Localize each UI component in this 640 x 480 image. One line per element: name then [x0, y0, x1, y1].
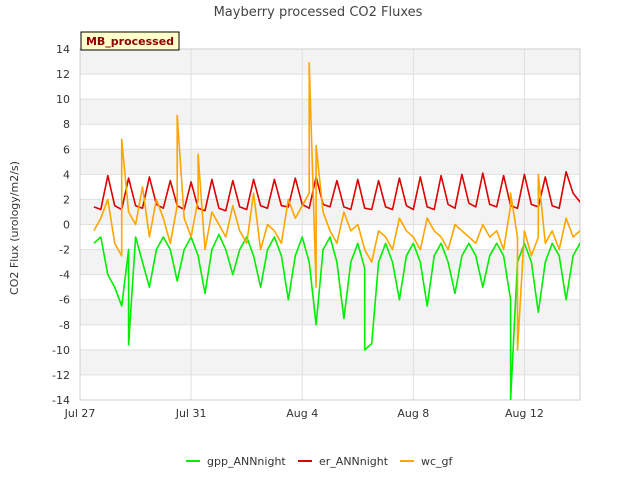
x-tick-label: Aug 12: [505, 407, 544, 420]
plot-frame: [79, 48, 581, 401]
y-tick-label: 6: [63, 143, 70, 156]
y-tick-label: -2: [59, 244, 70, 257]
x-tick-label: Jul 27: [64, 407, 96, 420]
badge: MB_processed: [80, 31, 180, 51]
badge-box: [80, 31, 180, 51]
y-tick-label: 0: [63, 219, 70, 232]
legend-label: gpp_ANNnight: [207, 455, 286, 468]
plot-band: [80, 249, 580, 275]
y-axis: -14 -12 -10 -8 -6 -4 -2 0 2 4 6 8 10 12 14: [52, 43, 70, 407]
plot-band: [80, 174, 580, 200]
y-tick-label: 2: [63, 193, 70, 206]
badge-label: MB_processed: [86, 35, 174, 48]
chart-title: Mayberry processed CO2 Fluxes: [214, 5, 423, 20]
x-tick-label: Aug 4: [286, 407, 318, 420]
plot-area: [80, 49, 580, 400]
y-tick-label: 14: [56, 43, 70, 56]
y-tick-label: -14: [52, 394, 70, 407]
plot-band: [80, 74, 580, 100]
legend-label: wc_gf: [421, 455, 454, 468]
plot-band: [80, 149, 580, 175]
y-axis-label: CO2 Flux (urology/m2/s): [8, 161, 21, 295]
series-layer: [93, 62, 580, 400]
y-tick-label: 4: [63, 168, 70, 181]
plot-band: [80, 299, 580, 325]
plot-band: [80, 324, 580, 350]
plot-band: [80, 124, 580, 150]
series-line-gpp-annnight: [93, 233, 580, 400]
y-tick-label: 8: [63, 118, 70, 131]
y-tick-label: -12: [52, 369, 70, 382]
x-tick-label: Aug 8: [397, 407, 429, 420]
x-tick-label: Jul 31: [175, 407, 207, 420]
y-tick-label: -4: [59, 269, 70, 282]
legend: gpp_ANNnight er_ANNnight wc_gf: [186, 455, 454, 468]
plot-band: [80, 374, 580, 400]
plot-band: [80, 99, 580, 125]
y-tick-label: -6: [59, 294, 70, 307]
y-tick-label: 12: [56, 68, 70, 81]
plot-band: [80, 49, 580, 75]
x-axis: Jul 27 Jul 31 Aug 4 Aug 8 Aug 12: [64, 407, 544, 420]
series-line-wc-gf: [93, 62, 580, 351]
legend-label: er_ANNnight: [319, 455, 389, 468]
y-tick-label: -10: [52, 344, 70, 357]
y-tick-label: 10: [56, 93, 70, 106]
plot-band: [80, 349, 580, 375]
y-tick-label: -8: [59, 319, 70, 332]
plot-band: [80, 274, 580, 300]
